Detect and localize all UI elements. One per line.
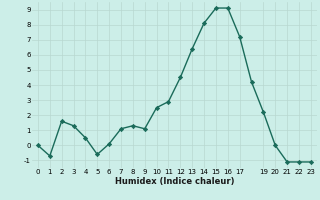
X-axis label: Humidex (Indice chaleur): Humidex (Indice chaleur): [115, 177, 234, 186]
